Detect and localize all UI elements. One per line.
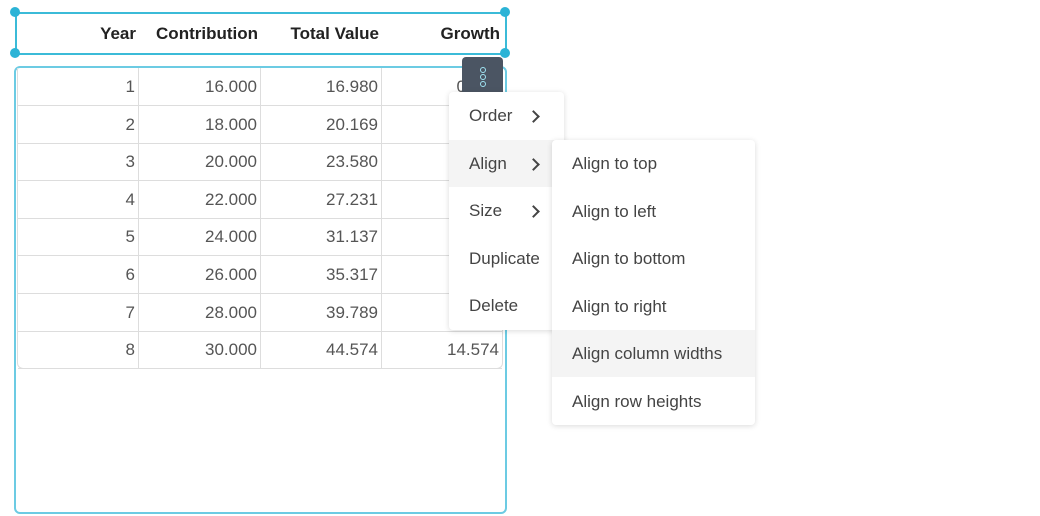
resize-handle[interactable] xyxy=(10,7,20,17)
table-cell[interactable]: 16.980 xyxy=(326,77,378,96)
table-cell[interactable]: 8 xyxy=(125,340,135,360)
table-cell[interactable]: 5 xyxy=(125,227,135,247)
table: 116.00016.9800.980218.00020.1692.169320.… xyxy=(17,68,503,370)
table-cell[interactable]: 27.231 xyxy=(326,189,378,209)
submenu-item[interactable]: Align to right xyxy=(572,296,667,316)
table-cell[interactable]: 14.574 xyxy=(447,340,499,360)
chevron-icon xyxy=(527,157,540,171)
resize-handle[interactable] xyxy=(500,7,510,17)
table-cell[interactable]: 3 xyxy=(125,152,135,172)
table-cell[interactable]: 23.580 xyxy=(326,152,378,172)
table-cell[interactable]: 16.000 xyxy=(205,77,257,96)
chevron-icon xyxy=(527,205,540,218)
submenu: Align to top Align to left Align to bottom… xyxy=(552,140,755,425)
resize-handle[interactable] xyxy=(10,48,20,58)
table-cell[interactable]: 35.317 xyxy=(326,265,378,284)
submenu-item[interactable]: Align column widths xyxy=(552,330,755,377)
table-cell[interactable]: 26.000 xyxy=(205,265,257,284)
menu-item[interactable]: Order xyxy=(449,92,564,139)
chevron-icon xyxy=(527,110,540,123)
table-cell[interactable]: 30.000 xyxy=(205,340,257,360)
column-header[interactable]: Total Value xyxy=(290,24,380,43)
header-selection[interactable]: Year Contribution Total Value Growth xyxy=(15,12,507,55)
table-cell[interactable]: 20.169 xyxy=(326,114,378,134)
column-header[interactable]: Year xyxy=(100,24,136,43)
column-header[interactable]: Contribution xyxy=(156,24,258,43)
menu-item[interactable]: Delete xyxy=(469,296,519,315)
resize-handle[interactable] xyxy=(500,48,510,58)
table-cell[interactable]: 2 xyxy=(125,114,135,134)
table-cell[interactable]: 31.137 xyxy=(326,227,378,247)
submenu-item[interactable]: Align to left xyxy=(572,201,657,221)
table-cell[interactable]: 20.000 xyxy=(205,152,257,172)
menu-item[interactable]: Size xyxy=(449,187,564,234)
icon-dot xyxy=(480,67,486,73)
table-cell[interactable]: 4 xyxy=(125,189,135,209)
icon-dot xyxy=(480,74,486,80)
table-cell[interactable]: 44.574 xyxy=(326,340,378,360)
table-cell[interactable]: 18.000 xyxy=(205,114,257,134)
table-row: 8 30.000 44.574 14.574 xyxy=(18,331,502,370)
column-header[interactable]: Growth xyxy=(440,24,501,43)
table-cell[interactable]: 39.789 xyxy=(326,302,378,322)
menu-item[interactable]: Align xyxy=(449,139,564,187)
icon-dot xyxy=(480,81,486,87)
submenu-item[interactable]: Align to bottom xyxy=(572,249,686,268)
menu-item[interactable]: Duplicate xyxy=(469,248,540,268)
table-cell[interactable]: 28.000 xyxy=(205,302,257,322)
table-cell[interactable]: 6 xyxy=(125,265,135,284)
table-cell[interactable]: 24.000 xyxy=(205,227,257,247)
more-button[interactable] xyxy=(462,57,503,97)
context-menu: Order Align Size Duplicate Delete xyxy=(449,92,564,330)
table-cell[interactable]: 1 xyxy=(125,77,135,96)
submenu-item[interactable]: Align row heights xyxy=(572,391,702,411)
submenu-item[interactable]: Align to top xyxy=(572,154,658,173)
table-cell[interactable]: 7 xyxy=(125,302,135,322)
table-cell[interactable]: 22.000 xyxy=(205,189,257,209)
